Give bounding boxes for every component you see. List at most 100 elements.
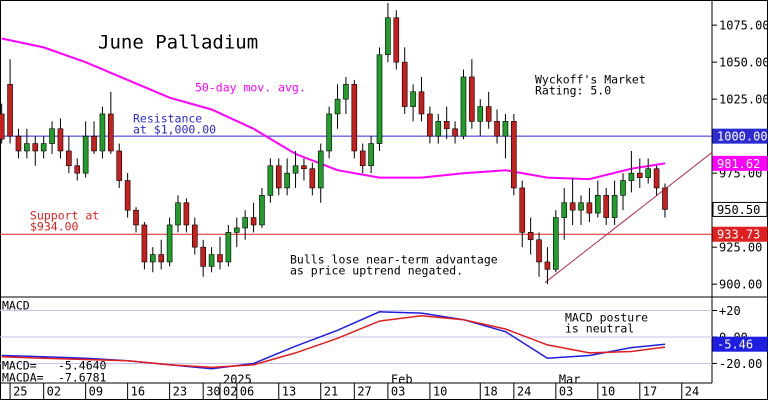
candle-body bbox=[0, 113, 5, 140]
y-tick-label: +20 bbox=[719, 304, 741, 318]
candle-body bbox=[225, 232, 232, 263]
candle-body bbox=[292, 165, 299, 174]
candle-body bbox=[158, 254, 165, 263]
axis-value-box bbox=[712, 155, 768, 171]
y-tick-label: 925.00 bbox=[719, 241, 762, 255]
axis-value-box bbox=[712, 128, 768, 144]
candle-body bbox=[569, 202, 576, 211]
x-tick-label: 23 bbox=[173, 385, 187, 399]
candle-body bbox=[175, 202, 181, 226]
candle-body bbox=[636, 172, 643, 178]
candle-body bbox=[502, 121, 509, 137]
candle-body bbox=[385, 17, 391, 56]
candle-body bbox=[544, 261, 551, 270]
x-period-label: 2025 bbox=[223, 373, 252, 387]
candle-body bbox=[477, 106, 484, 122]
candle-body bbox=[99, 113, 106, 152]
x-tick-label: 25 bbox=[13, 385, 27, 399]
annotation: as price uptrend negated. bbox=[290, 264, 463, 278]
x-tick-label: 06 bbox=[240, 385, 254, 399]
ma-label: 50-day mov. avg. bbox=[195, 81, 306, 95]
axis-value-label: 950.50 bbox=[717, 203, 760, 217]
y-tick-label: -20.00 bbox=[719, 357, 762, 371]
y-tick-label: 1050.00 bbox=[719, 56, 768, 70]
legend-label: MACD= bbox=[2, 359, 37, 373]
candle-body bbox=[393, 17, 400, 63]
x-tick-label: 21 bbox=[324, 385, 338, 399]
candle-body bbox=[586, 202, 593, 214]
axis-value-label: 933.73 bbox=[717, 228, 760, 242]
x-tick-label: 17 bbox=[643, 385, 657, 399]
candle-body bbox=[150, 254, 156, 263]
x-tick-label: 09 bbox=[89, 385, 103, 399]
candle-body bbox=[309, 168, 316, 189]
candle-body bbox=[7, 84, 13, 137]
candle-body bbox=[343, 84, 349, 100]
x-period-label: Mar bbox=[559, 373, 581, 387]
candle-body bbox=[208, 254, 215, 267]
candle-body bbox=[527, 232, 534, 241]
candle-body bbox=[628, 172, 635, 181]
axis-value-label: 1000.00 bbox=[717, 130, 768, 144]
candle-body bbox=[82, 135, 89, 174]
candle-body bbox=[376, 54, 383, 144]
trendline bbox=[544, 152, 713, 284]
candle-body bbox=[301, 165, 307, 170]
annotation: Wyckoff's Market bbox=[535, 73, 646, 87]
candle-body bbox=[418, 91, 425, 115]
candle-body bbox=[259, 195, 265, 226]
annotation: Support at bbox=[30, 209, 99, 223]
x-tick-label: 27 bbox=[357, 385, 371, 399]
x-tick-label: 30 bbox=[206, 385, 220, 399]
candle-body bbox=[124, 180, 131, 211]
candle-body bbox=[452, 128, 458, 137]
candle-body bbox=[66, 150, 72, 167]
candle-body bbox=[334, 98, 341, 115]
candle-body bbox=[250, 217, 257, 226]
x-tick-label: 24 bbox=[685, 385, 699, 399]
candle-body bbox=[620, 180, 626, 196]
candle-body bbox=[191, 224, 198, 248]
x-tick-label: 24 bbox=[517, 385, 531, 399]
candle-body bbox=[536, 239, 542, 263]
candle-body bbox=[435, 121, 442, 137]
candle-body bbox=[166, 224, 173, 263]
candle-body bbox=[317, 150, 324, 189]
axis-value-label: 981.62 bbox=[717, 157, 760, 171]
x-tick-label: 02 bbox=[47, 385, 61, 399]
candle-body bbox=[91, 135, 97, 152]
annotation: MACD posture bbox=[565, 311, 648, 325]
axis-value-box bbox=[712, 201, 768, 217]
y-tick-label: 1075.00 bbox=[719, 19, 768, 33]
candle-body bbox=[645, 168, 651, 178]
x-period-label: Feb bbox=[391, 373, 413, 387]
candle-body bbox=[141, 224, 148, 263]
candle-body bbox=[40, 143, 47, 152]
candle-body bbox=[595, 195, 601, 214]
candle-body bbox=[410, 91, 416, 107]
candle-body bbox=[603, 195, 610, 218]
candle-body bbox=[49, 128, 55, 144]
candle-body bbox=[351, 84, 358, 152]
annotation: at $1,000.00 bbox=[133, 123, 216, 137]
y-tick-label: 900.00 bbox=[719, 278, 762, 292]
legend-label: MACDA= bbox=[2, 371, 44, 385]
candle-body bbox=[469, 76, 475, 122]
candle-body bbox=[108, 113, 114, 152]
y-tick-label: 1025.00 bbox=[719, 93, 768, 107]
candle-body bbox=[326, 113, 332, 152]
candle-body bbox=[275, 165, 282, 189]
candle-body bbox=[511, 121, 517, 189]
x-tick-label: 03 bbox=[391, 385, 405, 399]
x-tick-label: 02 bbox=[223, 385, 237, 399]
candle-body bbox=[494, 121, 500, 137]
candle-body bbox=[183, 202, 190, 226]
macd-line bbox=[1, 315, 666, 369]
candle-body bbox=[242, 217, 248, 229]
panel-title: MACD bbox=[2, 299, 30, 313]
candle-body bbox=[267, 165, 274, 196]
candle-body bbox=[460, 76, 467, 137]
annotation: Bulls lose near-term advantage bbox=[290, 253, 498, 267]
